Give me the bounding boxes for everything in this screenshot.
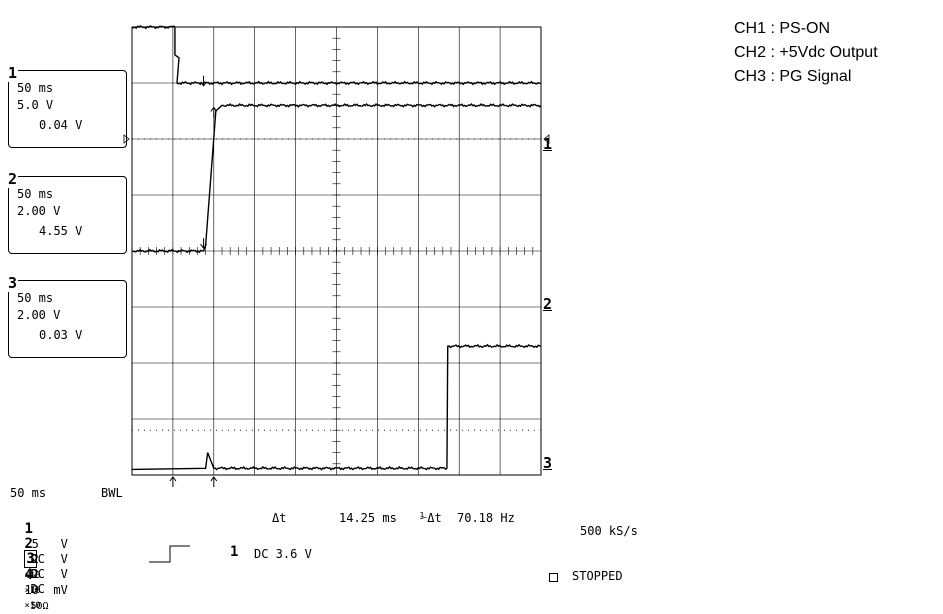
bottom-timebase: 50 ms xyxy=(10,486,47,500)
channel-num: 4 xyxy=(24,567,33,583)
channel-box-volts: 5.0 V xyxy=(17,98,54,112)
status-text: STOPPED xyxy=(572,569,623,583)
trigger-value: DC 3.6 V xyxy=(254,547,312,561)
trace-marker-2: 2 xyxy=(543,295,553,313)
channel-box-number: 2 xyxy=(7,170,19,188)
channel-box-number: 1 xyxy=(7,64,19,82)
inverse-delta-t-value: 70.18 Hz xyxy=(457,511,515,525)
channel-box-volts: 2.00 V xyxy=(17,204,61,218)
channel-box-volts: 2.00 V xyxy=(17,308,61,322)
channel-num: 2 xyxy=(24,536,33,552)
trace-ch2 xyxy=(131,102,542,254)
delta-t-value: 14.25 ms xyxy=(339,511,397,525)
trace-markers xyxy=(169,75,218,487)
channel-box-3: 3 50 ms 2.00 V 0.03 V xyxy=(7,274,127,358)
reference-arrow-left xyxy=(123,134,130,144)
channel-coupling: 50Ω xyxy=(30,601,49,612)
cursor-arrow xyxy=(200,75,207,87)
reference-arrow-right xyxy=(543,134,550,144)
trace-ch3 xyxy=(131,343,542,471)
channel-box-timebase: 50 ms xyxy=(17,81,54,95)
inverse-delta-t-label: ⅟Δt xyxy=(420,511,442,525)
channel-box-offset: 4.55 V xyxy=(39,224,83,238)
channel-box-2: 2 50 ms 2.00 V 4.55 V xyxy=(7,170,127,254)
sample-rate: 500 kS/s xyxy=(580,524,638,538)
bottom-channel-1: 1 .5 V DC ×10 xyxy=(10,507,68,584)
trace-marker-1: 1 xyxy=(543,135,553,153)
channel-scale: .5 V xyxy=(24,537,68,551)
channel-box-timebase: 50 ms xyxy=(17,187,54,201)
legend-ch1: CH1 : PS-ON xyxy=(734,20,831,37)
channel-coupling: DC xyxy=(30,567,45,581)
bottom-bwl: BWL xyxy=(101,486,123,500)
trace-ch1 xyxy=(131,25,542,86)
delta-t-label: Δt xyxy=(272,511,287,525)
channel-scale: .2 V xyxy=(24,552,68,566)
traces xyxy=(131,25,542,471)
channel-box-offset: 0.03 V xyxy=(39,328,83,342)
channel-box-offset: 0.04 V xyxy=(39,118,83,132)
oscilloscope-plot xyxy=(123,25,550,487)
channel-coupling: DC xyxy=(30,552,45,566)
trigger-channel: 1 xyxy=(230,544,239,560)
cursor-arrow xyxy=(210,106,218,118)
legend-ch3: CH3 : PG Signal xyxy=(734,68,852,85)
channel-box-number: 3 xyxy=(7,274,19,292)
channel-box-timebase: 50 ms xyxy=(17,291,54,305)
cursor-arrow xyxy=(169,476,177,487)
channel-num: 1 xyxy=(24,521,33,537)
channel-probe: ×10 xyxy=(24,571,41,581)
stopped-indicator-icon xyxy=(549,573,558,582)
cursor-arrow xyxy=(200,238,207,250)
channel-num: 3 xyxy=(24,550,37,568)
graticule xyxy=(123,26,550,476)
channel-scale: .2 V xyxy=(24,567,68,581)
channel-box-1: 1 50 ms 5.0 V 0.04 V xyxy=(7,64,127,148)
cursor-arrow xyxy=(210,476,218,487)
channel-scale: 10 mV xyxy=(24,583,68,597)
trace-marker-3: 3 xyxy=(543,454,553,472)
legend-ch2: CH2 : +5Vdc Output xyxy=(734,44,878,61)
bottom-channel-4: 4 10 mV 50Ω xyxy=(10,553,68,614)
